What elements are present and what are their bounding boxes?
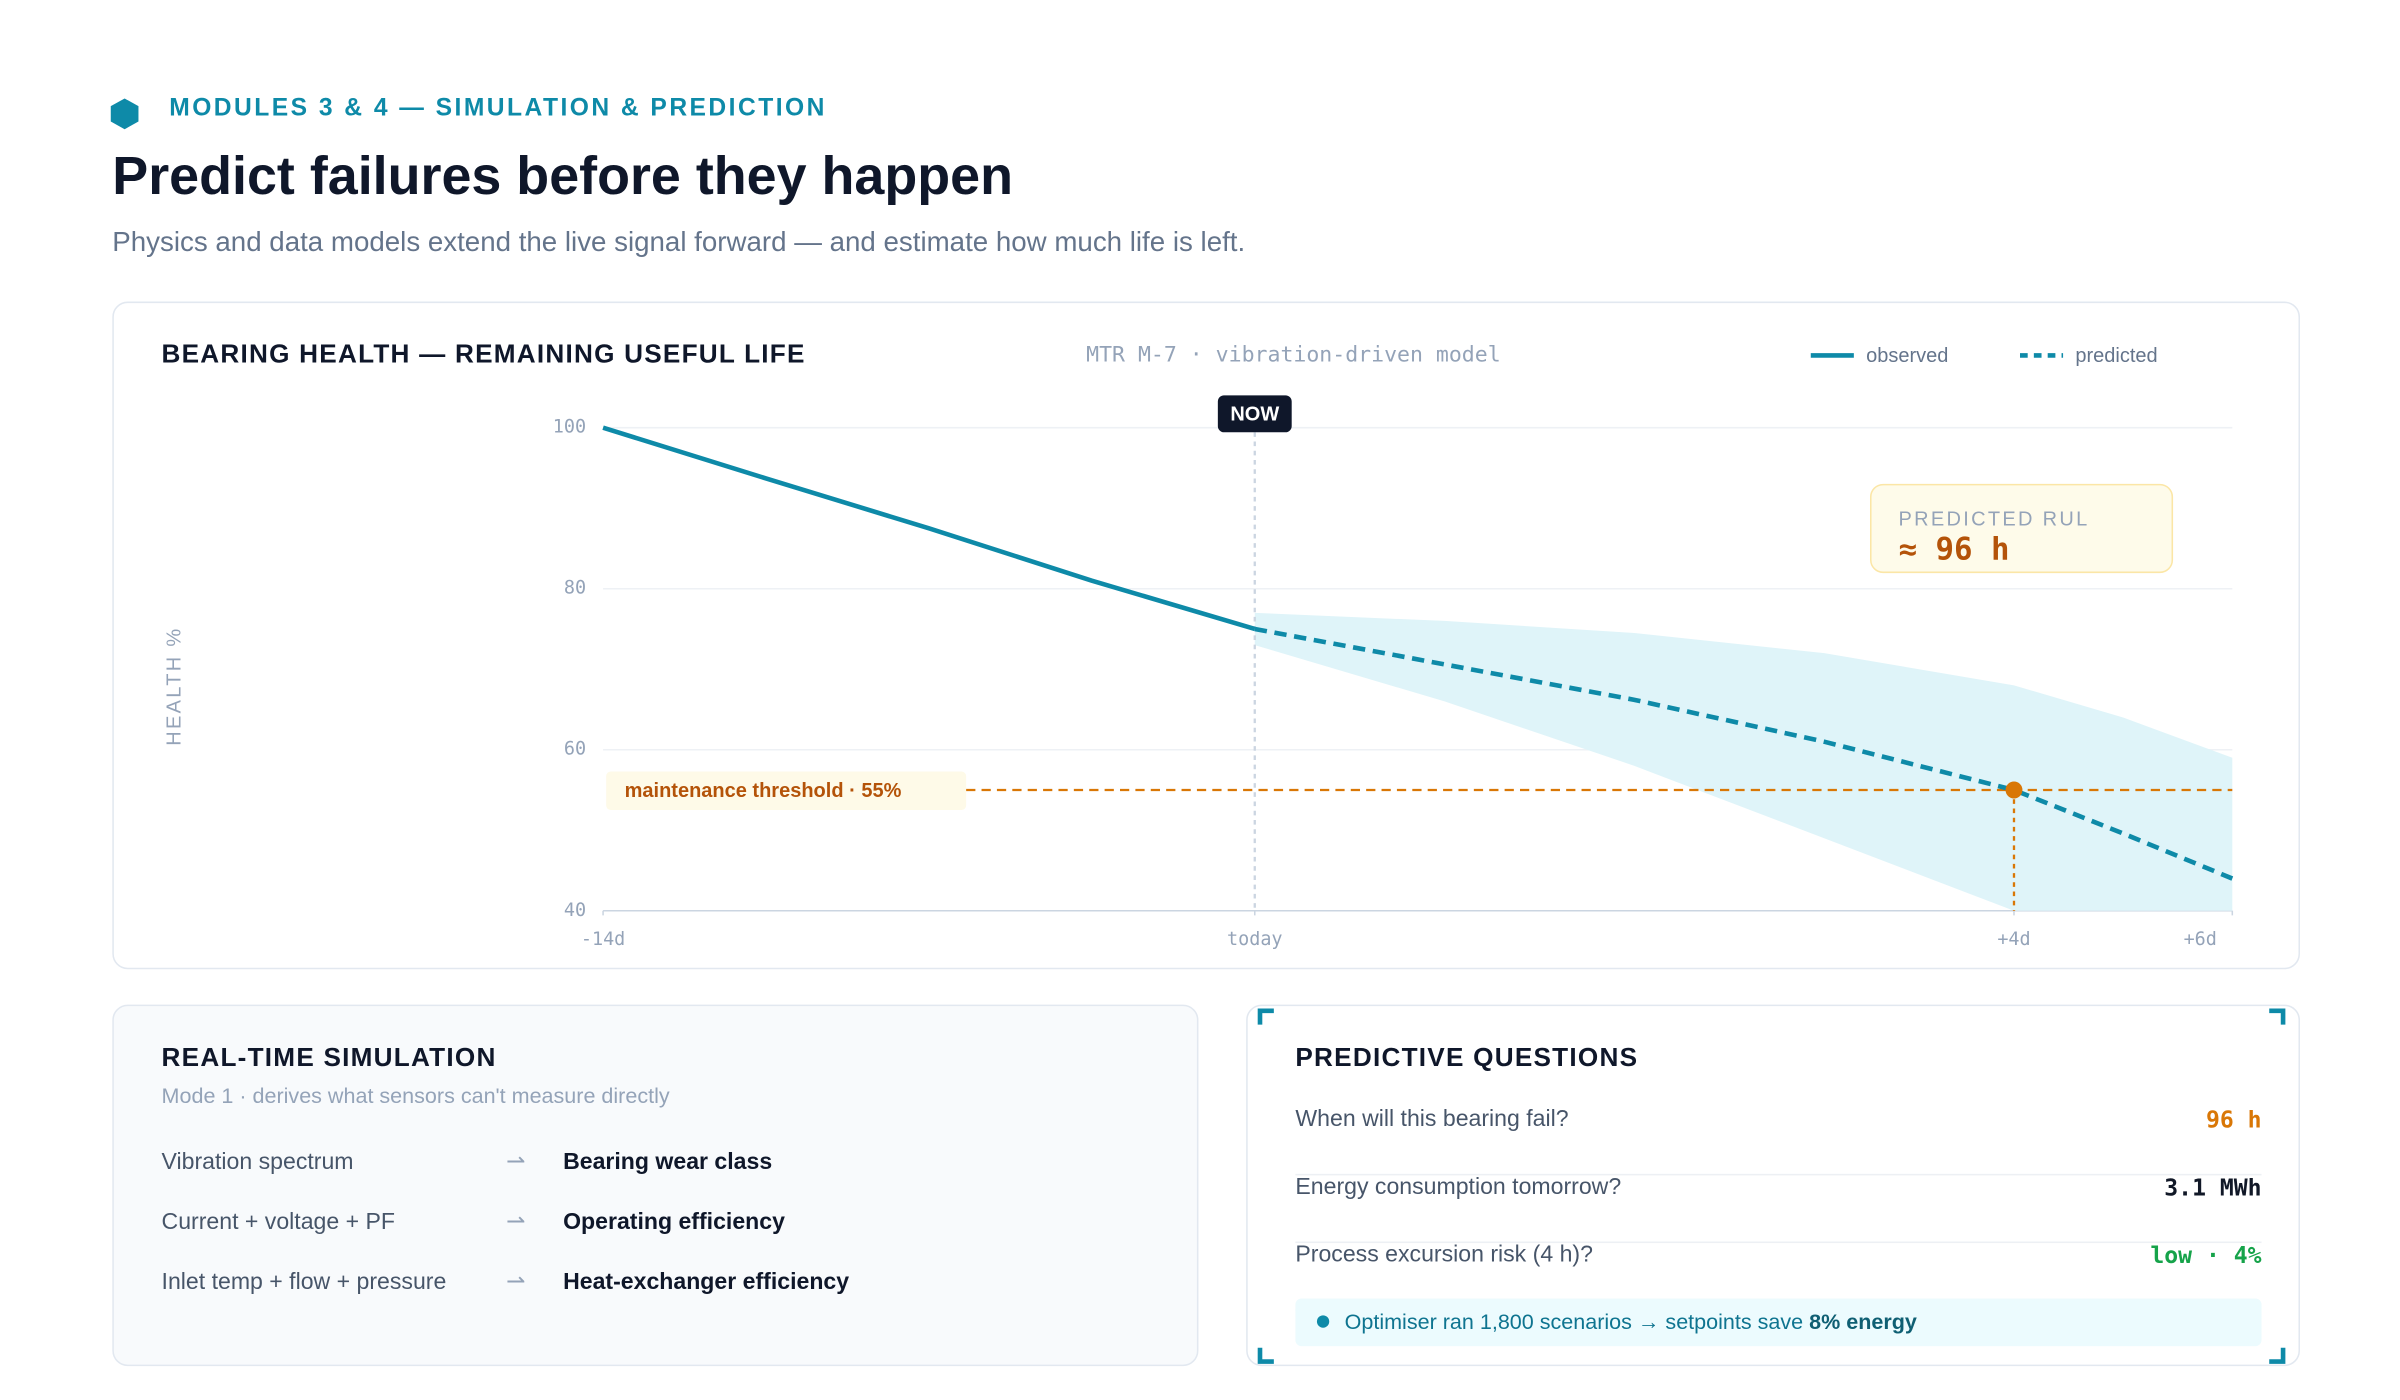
questions-card: PREDICTIVE QUESTIONS When will this bear… [1246,1004,2301,1367]
x-tick-label: -14d [581,929,625,950]
note-strong: 8% energy [1809,1309,1917,1334]
chart-title: BEARING HEALTH — REMAINING USEFUL LIFE [162,338,806,368]
question: Energy consumption tomorrow? [1295,1173,1622,1201]
sim-row: Current + voltage + PF ⇀ Operating efficie… [161,1209,785,1236]
y-tick-label: 60 [564,739,586,760]
card-title: REAL-TIME SIMULATION [161,1043,497,1073]
threshold-label-bg [606,771,967,811]
arrow: ⇀ [506,1209,526,1236]
x-tick-label: today [1227,929,1283,950]
question: When will this bearing fail? [1295,1106,1569,1133]
sim-row: Inlet temp + flow + pressure ⇀ Heat-exchan… [161,1269,850,1296]
now-badge [1217,395,1292,433]
eyebrow: MODULES 3 & 4 — SIMULATION & PREDICTION [169,95,827,122]
answer: low · 4% [2150,1241,2262,1270]
hex-icon [110,98,139,130]
y-tick-label: 100 [553,417,586,438]
chart: BEARING HEALTH — REMAINING USEFUL LIFE M… [162,338,2234,950]
answer: 96 h [2205,1106,2262,1134]
sim-output: Heat-exchanger efficiency [563,1269,850,1296]
legend-label: predicted [2075,345,2157,367]
answer: 3.1 MWh [2164,1173,2262,1202]
arrow: ⇀ [506,1269,526,1296]
card-subtitle: Mode 1 · derives what sensors can't meas… [161,1083,670,1108]
note-text: Optimiser ran 1,800 scenarios → setpoint… [1344,1309,1804,1334]
optimiser-note: Optimiser ran 1,800 scenarios → setpoint… [1295,1298,2262,1347]
line-predicted [1254,626,2234,881]
x-tick-label: +4d [1997,929,2030,950]
rul-label: PREDICTED RUL [1898,508,2089,530]
corner-brackets [1257,1008,2286,1364]
confidence-band [1254,612,2233,911]
rul-box [1870,483,2174,574]
arrow: ⇀ [506,1149,526,1176]
sim-input: Current + voltage + PF [161,1209,396,1236]
question-row: Energy consumption tomorrow? 3.1 MWh [1295,1173,2262,1244]
page-title: Predict failures before they happen [112,146,1013,207]
now-label: NOW [1230,404,1279,426]
simulation-card: REAL-TIME SIMULATION Mode 1 · derives wh… [112,1004,1199,1367]
rul-value: ≈ 96 h [1898,531,2009,567]
x-tick-label: +6d [2184,929,2217,950]
rul-point [2005,781,2023,799]
line-observed [602,425,1256,632]
sim-row: Vibration spectrum ⇀ Bearing wear class [161,1149,773,1176]
sim-input: Vibration spectrum [161,1149,354,1176]
page-subtitle: Physics and data models extend the live … [112,226,1246,257]
chart-subtitle: MTR M-7 · vibration-driven model [1086,342,1501,367]
sim-input: Inlet temp + flow + pressure [161,1269,447,1296]
legend-label: observed [1866,345,1948,367]
sim-output: Bearing wear class [563,1149,773,1176]
threshold-label: maintenance threshold · 55% [625,780,902,802]
chart-card: BEARING HEALTH — REMAINING USEFUL LIFE M… [112,301,2301,970]
question: Process excursion risk (4 h)? [1295,1241,1593,1268]
y-tick-label: 40 [564,900,586,921]
card-title: PREDICTIVE QUESTIONS [1295,1043,1639,1073]
question-row: When will this bearing fail? 96 h [1295,1106,2262,1176]
sim-output: Operating efficiency [563,1209,785,1236]
y-axis-label: HEALTH % [164,627,186,746]
y-tick-label: 80 [564,578,586,599]
